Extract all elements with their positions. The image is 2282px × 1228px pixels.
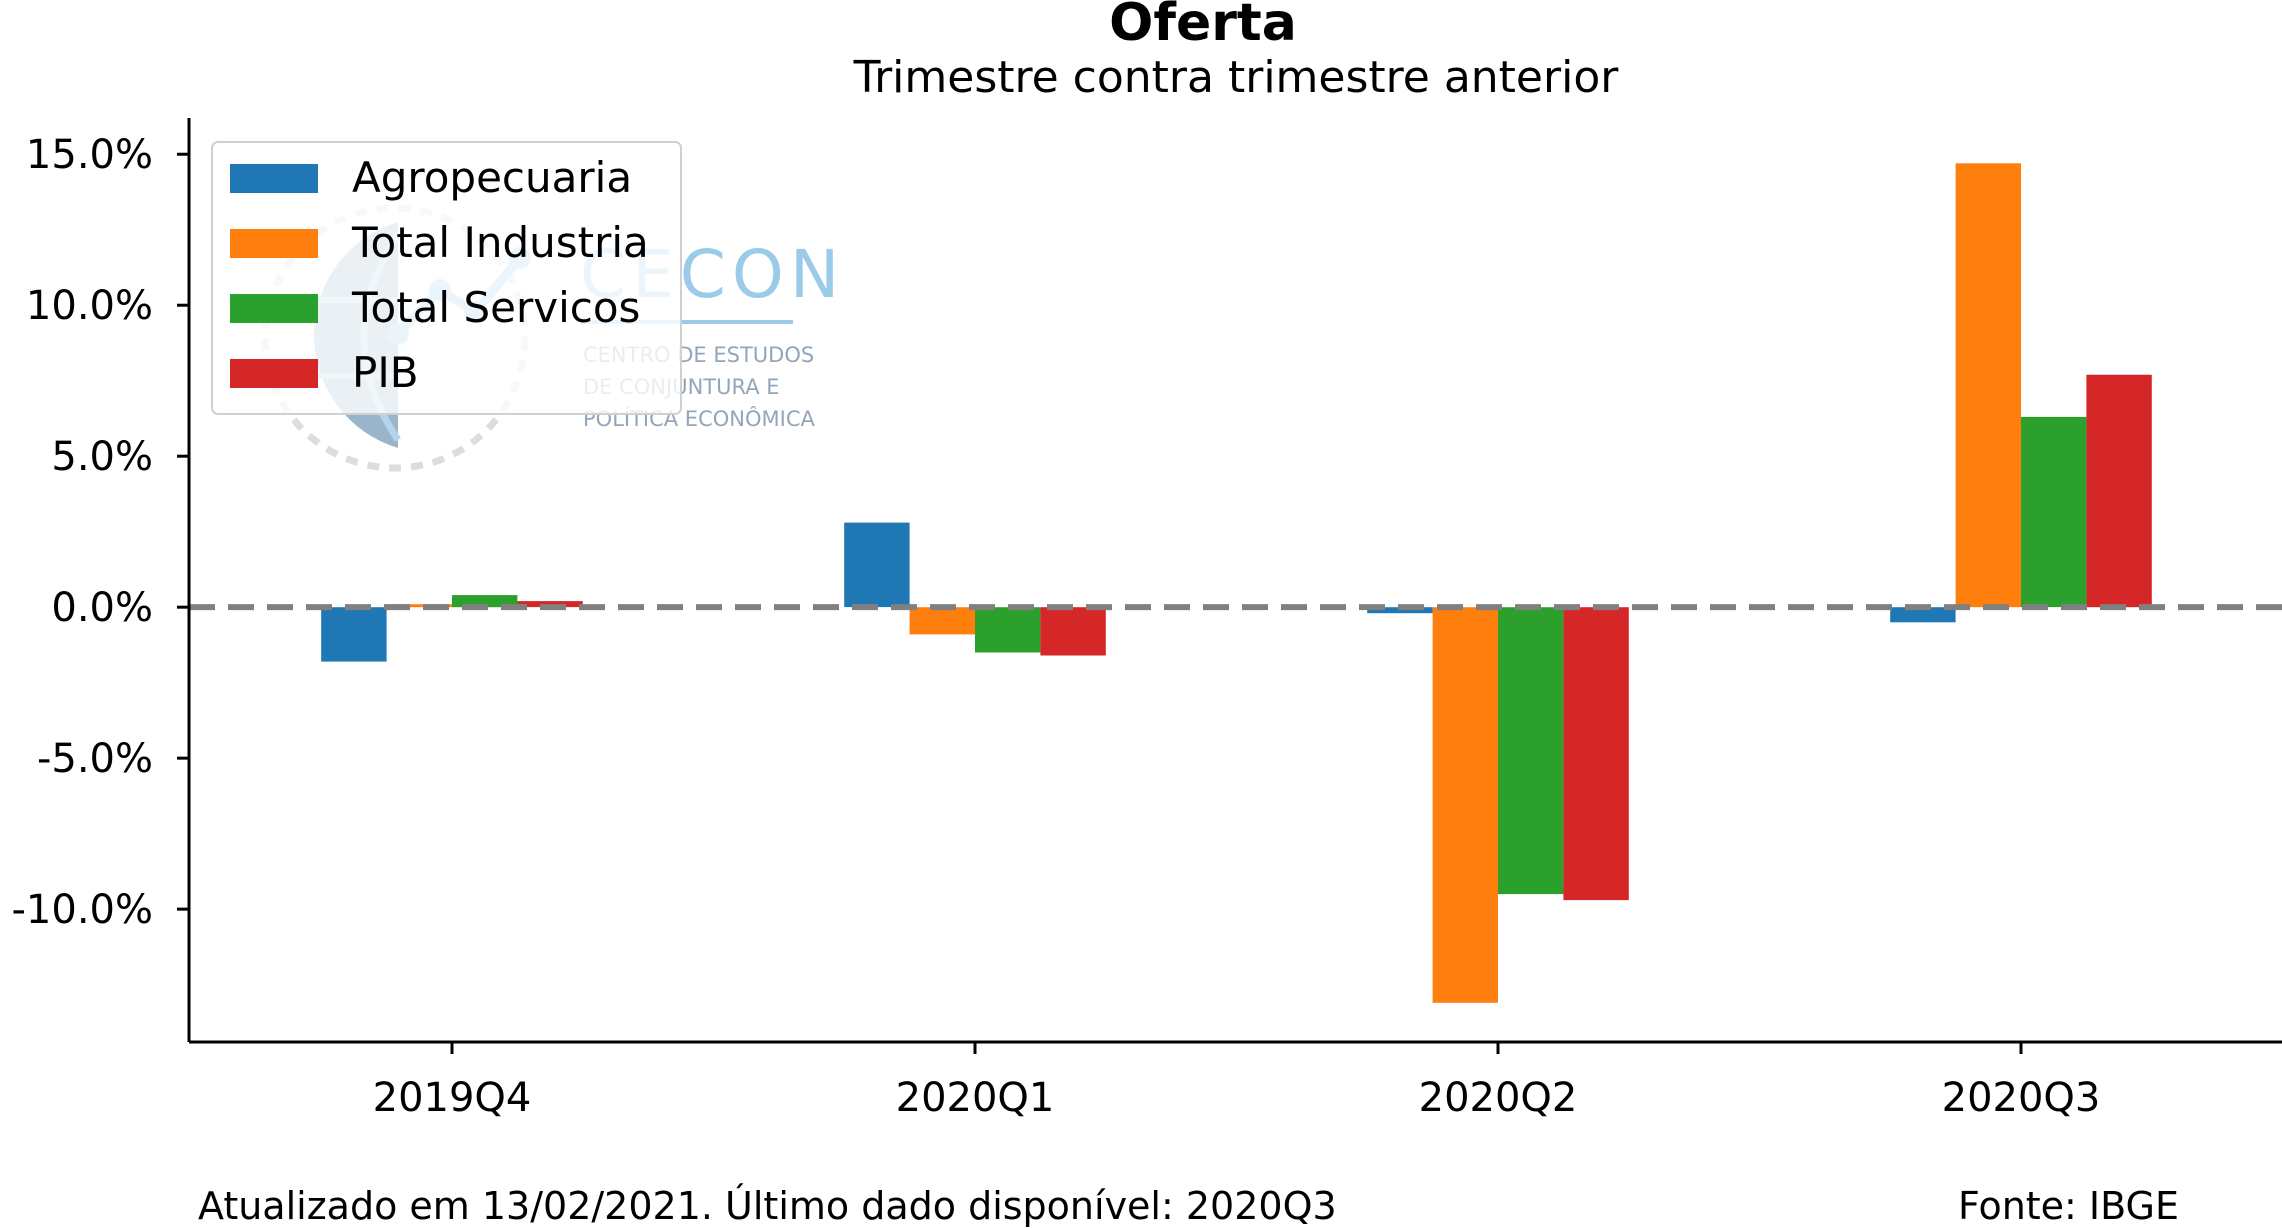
- y-tick-label: 10.0%: [26, 283, 153, 329]
- bar-pib-2020q2: [1563, 607, 1629, 901]
- bar-agropecuaria-2019q4: [321, 607, 387, 662]
- y-tick-label: 0.0%: [51, 585, 153, 631]
- legend: Agropecuaria Total Industria Total Servico…: [211, 141, 682, 415]
- bar-agropecuaria-2020q2: [1367, 607, 1433, 614]
- bars-group: [321, 163, 2152, 1003]
- bar-total-industria-2020q3: [1955, 163, 2021, 608]
- chart-title: Oferta: [1109, 0, 1297, 53]
- legend-swatch: [230, 359, 318, 388]
- axes: [187, 118, 2282, 1044]
- bar-agropecuaria-2020q1: [844, 522, 910, 608]
- bar-total-servicos-2020q2: [1498, 607, 1564, 895]
- x-tick-label: 2020Q3: [1942, 1075, 2101, 1121]
- bar-total-servicos-2020q1: [975, 607, 1041, 653]
- legend-label: Agropecuaria: [352, 153, 632, 202]
- bar-pib-2019q4: [517, 601, 583, 608]
- legend-label: PIB: [352, 348, 419, 397]
- y-tick-label: -10.0%: [11, 887, 153, 933]
- y-tick-label: -5.0%: [37, 736, 153, 782]
- legend-label: Total Industria: [351, 218, 649, 267]
- legend-swatch: [230, 164, 318, 193]
- legend-box: [211, 141, 682, 415]
- footer-source: Fonte: IBGE: [1958, 1184, 2179, 1228]
- y-tick-label: 15.0%: [26, 132, 153, 178]
- x-ticks: 2019Q4 2020Q1 2020Q2 2020Q3: [373, 1042, 2101, 1121]
- bar-total-industria-2020q2: [1432, 607, 1498, 1003]
- y-tick-label: 5.0%: [51, 434, 153, 480]
- legend-swatch: [230, 294, 318, 323]
- bar-pib-2020q1: [1040, 607, 1106, 656]
- y-ticks: -10.0% -5.0% 0.0% 5.0% 10.0% 15.0%: [11, 132, 189, 933]
- chart-subtitle: Trimestre contra trimestre anterior: [853, 52, 1620, 103]
- bar-total-industria-2020q1: [909, 607, 975, 635]
- footer-updated: Atualizado em 13/02/2021. Último dado di…: [198, 1184, 1337, 1228]
- x-tick-label: 2019Q4: [373, 1075, 532, 1121]
- bar-pib-2020q3: [2086, 374, 2152, 608]
- bar-total-servicos-2019q4: [452, 595, 518, 608]
- bar-total-industria-2019q4: [386, 604, 452, 608]
- legend-swatch: [230, 229, 318, 258]
- bar-total-servicos-2020q3: [2021, 416, 2087, 608]
- legend-label: Total Servicos: [351, 283, 640, 332]
- bar-agropecuaria-2020q3: [1890, 607, 1956, 623]
- x-tick-label: 2020Q1: [896, 1075, 1055, 1121]
- x-tick-label: 2020Q2: [1419, 1075, 1578, 1121]
